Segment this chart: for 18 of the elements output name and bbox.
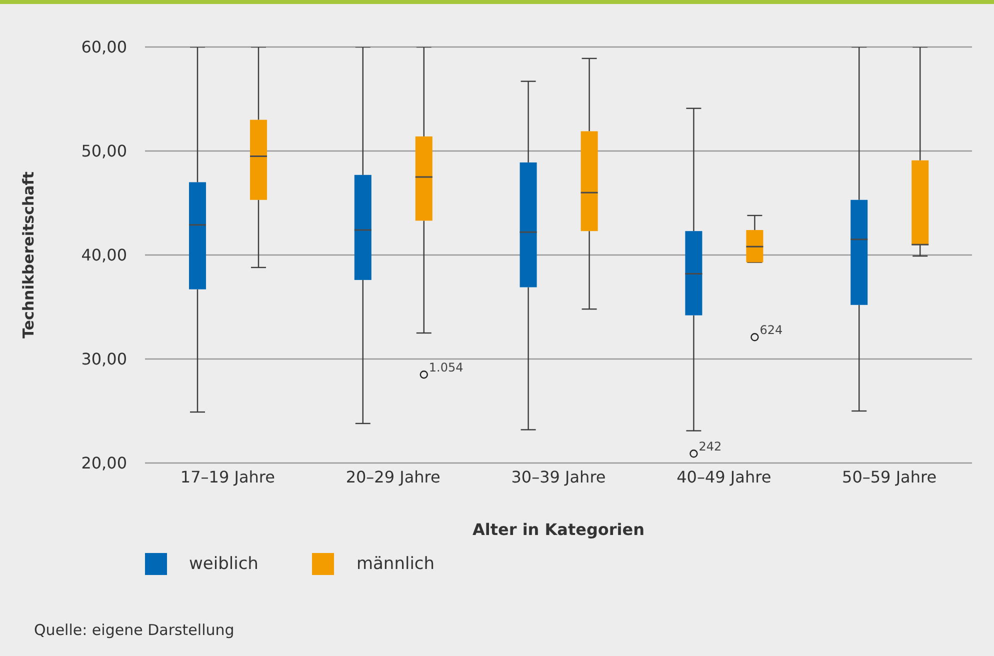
y-tick-label: 40,00 bbox=[81, 246, 127, 265]
annotation: 242 bbox=[698, 440, 722, 454]
y-tick-label: 60,00 bbox=[81, 38, 127, 57]
y-tick-label: 20,00 bbox=[81, 454, 127, 473]
y-tick-label: 30,00 bbox=[81, 350, 127, 369]
annotation: 1.054 bbox=[428, 360, 464, 375]
x-tick-label: 17–19 Jahre bbox=[180, 467, 275, 486]
source-note: Quelle: eigene Darstellung bbox=[34, 621, 234, 639]
y-axis-title: Technikbereitschaft bbox=[19, 172, 38, 338]
x-tick-label: 50–59 Jahre bbox=[842, 467, 937, 486]
x-tick-label: 40–49 Jahre bbox=[676, 467, 772, 486]
y-tick-label: 50,00 bbox=[81, 142, 127, 161]
legend-label: männlich bbox=[356, 554, 435, 574]
x-tick-label: 30–39 Jahre bbox=[511, 467, 606, 486]
annotation: 624 bbox=[760, 323, 783, 338]
x-axis-title: Alter in Kategorien bbox=[472, 520, 645, 539]
x-tick-label: 20–29 Jahre bbox=[346, 467, 440, 486]
legend-label: weiblich bbox=[189, 554, 258, 574]
